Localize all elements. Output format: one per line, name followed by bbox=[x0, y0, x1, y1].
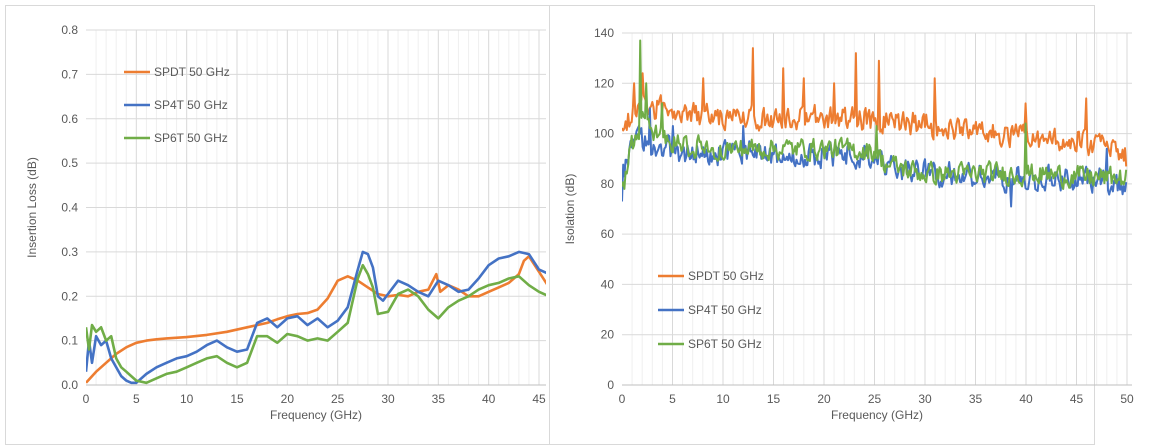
y-tick-label: 0.1 bbox=[61, 334, 78, 348]
y-tick-label: 0.5 bbox=[61, 156, 78, 170]
series-line-sp4t bbox=[86, 250, 546, 385]
y-tick-label: 120 bbox=[594, 76, 614, 90]
x-tick-label: 0 bbox=[619, 392, 626, 406]
y-axis-title: Isolation (dB) bbox=[563, 174, 577, 245]
legend-label-spdt: SPDT 50 GHz bbox=[154, 65, 230, 79]
legend-label-sp4t: SP4T 50 GHz bbox=[154, 98, 228, 112]
y-tick-label: 140 bbox=[594, 26, 614, 40]
y-tick-label: 0.0 bbox=[61, 378, 78, 392]
x-tick-label: 50 bbox=[1120, 392, 1134, 406]
y-tick-label: 0.8 bbox=[61, 23, 78, 37]
isolation-chart: 0 5 10 15 20 25 30 35 40 45 50 0 20 40 60 80 100 120 140 Fr… bbox=[563, 26, 1134, 422]
x-tick-label: 35 bbox=[432, 392, 446, 406]
y-tick-label: 0.7 bbox=[61, 67, 78, 81]
x-tick-label: 10 bbox=[716, 392, 730, 406]
y-tick-label: 0.4 bbox=[61, 201, 78, 215]
x-tick-label: 10 bbox=[180, 392, 194, 406]
x-tick-label: 5 bbox=[669, 392, 676, 406]
x-tick-label: 5 bbox=[133, 392, 140, 406]
isolation-panel: 0 5 10 15 20 25 30 35 40 45 50 0 20 40 60 80 100 120 140 Fr… bbox=[549, 5, 1134, 445]
x-tick-label: 20 bbox=[817, 392, 831, 406]
x-tick-label: 45 bbox=[532, 392, 546, 406]
legend-label-sp6t: SP6T 50 GHz bbox=[154, 131, 228, 145]
x-tick-label: 15 bbox=[230, 392, 244, 406]
y-tick-label: 100 bbox=[594, 127, 614, 141]
x-tick-label: 30 bbox=[918, 392, 932, 406]
y-axis-title: Insertion Loss (dB) bbox=[25, 157, 39, 258]
series-line-sp6t bbox=[622, 39, 1128, 190]
y-tick-label: 0.6 bbox=[61, 112, 78, 126]
series-line-sp4t bbox=[622, 107, 1128, 208]
y-tick-label: 80 bbox=[601, 177, 615, 191]
series-line-spdt bbox=[622, 47, 1128, 167]
x-tick-label: 25 bbox=[868, 392, 882, 406]
series-line-sp6t bbox=[86, 263, 546, 385]
y-tick-label: 0.2 bbox=[61, 289, 78, 303]
legend-label-sp4t: SP4T 50 GHz bbox=[688, 303, 762, 317]
insertion-loss-chart: 0 5 10 15 20 25 30 35 40 45 0.0 0.1 0.2 0.3 0.4 0.5 0.6 0… bbox=[25, 23, 546, 422]
x-tick-label: 0 bbox=[83, 392, 90, 406]
y-tick-label: 20 bbox=[601, 328, 615, 342]
x-axis-title: Frequency (GHz) bbox=[831, 408, 923, 422]
y-tick-label: 60 bbox=[601, 227, 615, 241]
x-tick-label: 35 bbox=[969, 392, 983, 406]
y-tick-label: 0.3 bbox=[61, 245, 78, 259]
x-tick-label: 25 bbox=[331, 392, 345, 406]
y-tick-label: 40 bbox=[601, 277, 615, 291]
legend-label-sp6t: SP6T 50 GHz bbox=[688, 337, 762, 351]
insertion-loss-panel: 0 5 10 15 20 25 30 35 40 45 0.0 0.1 0.2 0.3 0.4 0.5 0.6 0… bbox=[5, 5, 551, 445]
y-tick-label: 0 bbox=[607, 378, 614, 392]
series-line-spdt bbox=[86, 255, 546, 384]
x-tick-label: 40 bbox=[482, 392, 496, 406]
x-tick-label: 45 bbox=[1070, 392, 1084, 406]
x-tick-label: 20 bbox=[281, 392, 295, 406]
legend-label-spdt: SPDT 50 GHz bbox=[688, 269, 764, 283]
x-axis-title: Frequency (GHz) bbox=[270, 408, 362, 422]
x-tick-label: 15 bbox=[767, 392, 781, 406]
x-tick-label: 30 bbox=[381, 392, 395, 406]
x-tick-label: 40 bbox=[1019, 392, 1033, 406]
